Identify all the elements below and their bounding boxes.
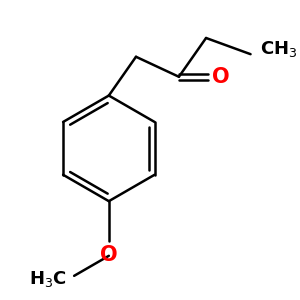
- Text: O: O: [100, 245, 118, 265]
- Text: CH$_3$: CH$_3$: [260, 39, 297, 59]
- Text: O: O: [212, 67, 230, 87]
- Text: H$_3$C: H$_3$C: [29, 269, 67, 290]
